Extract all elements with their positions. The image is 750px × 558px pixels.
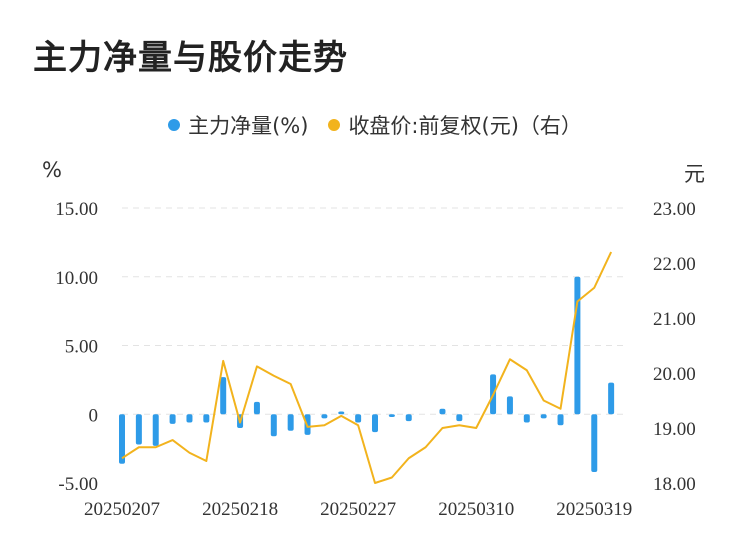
bar-main-net: [119, 414, 125, 464]
y-left-tick-label: 5.00: [65, 337, 98, 358]
y-right-tick-label: 18.00: [653, 474, 696, 495]
y-right-tick-label: 20.00: [653, 364, 696, 385]
bar-main-net: [574, 276, 581, 415]
bar-main-net: [186, 414, 193, 423]
bar-main-net: [355, 414, 362, 423]
bar-main-net: [203, 414, 210, 423]
bar-main-net: [388, 414, 395, 417]
line-close-price: [121, 251, 613, 484]
bar-main-net: [506, 396, 513, 415]
x-tick-label: 20250207: [84, 499, 160, 520]
bar-main-net: [287, 414, 294, 431]
bar-main-net: [557, 414, 564, 426]
y-left-tick-label: 10.00: [55, 268, 98, 289]
bar-main-net: [591, 414, 598, 472]
y-right-tick-label: 19.00: [653, 419, 696, 440]
legend-label-close-price: 收盘价:前复权(元)（右）: [348, 114, 582, 138]
y-right-tick-label: 23.00: [653, 199, 696, 220]
y-left-tick-label: -5.00: [58, 474, 98, 495]
x-tick-label: 20250310: [438, 499, 514, 520]
legend: 主力净量(%) 收盘价:前复权(元)（右）: [0, 110, 750, 140]
legend-item-main-net[interactable]: 主力净量(%): [168, 110, 308, 140]
bar-main-net: [608, 382, 615, 415]
y-left-tick-label: 15.00: [55, 199, 98, 220]
right-axis-unit: 元: [684, 162, 705, 186]
bar-main-net: [372, 414, 378, 433]
left-axis-unit: %: [42, 158, 62, 182]
legend-dot-bar-icon: [168, 119, 181, 131]
legend-item-close-price[interactable]: 收盘价:前复权(元)（右）: [328, 110, 582, 140]
bar-main-net: [220, 377, 227, 415]
chart-title: 主力净量与股价走势: [33, 38, 348, 78]
bar-main-net: [270, 414, 277, 437]
bar-main-net: [338, 411, 345, 415]
bar-main-net: [321, 414, 328, 419]
bar-main-net: [152, 414, 159, 446]
x-tick-label: 20250218: [202, 499, 278, 520]
x-tick-label: 20250319: [556, 499, 632, 520]
bar-main-net: [253, 401, 260, 415]
bar-main-net: [135, 414, 142, 445]
bar-main-net: [405, 414, 412, 422]
bar-main-net: [523, 414, 530, 423]
y-right-tick-label: 21.00: [653, 309, 696, 330]
legend-label-main-net: 主力净量(%): [188, 114, 309, 138]
x-tick-label: 20250227: [320, 499, 396, 520]
y-right-tick-label: 22.00: [653, 254, 696, 275]
bar-main-net: [169, 414, 176, 424]
y-left-tick-label: 0: [89, 405, 99, 426]
bar-main-net: [456, 414, 463, 422]
legend-dot-line-icon: [328, 119, 341, 131]
bar-main-net: [439, 408, 446, 415]
bar-main-net: [540, 414, 547, 419]
